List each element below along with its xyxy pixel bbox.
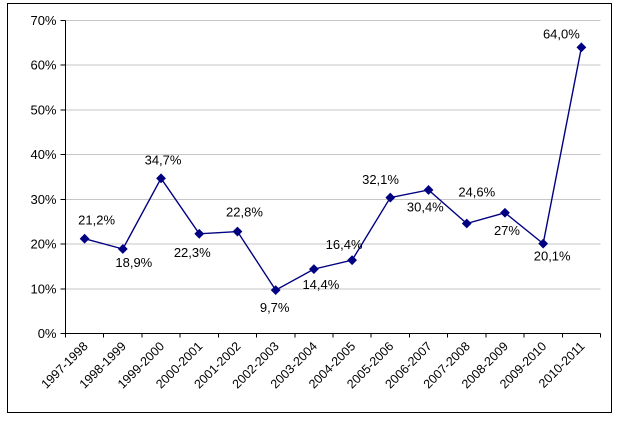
y-axis-tick-label: 50% xyxy=(30,102,56,117)
data-series-line xyxy=(84,47,583,292)
data-point-label: 34,7% xyxy=(145,152,182,167)
data-point-marker xyxy=(156,173,166,184)
y-axis-tick-label: 40% xyxy=(30,147,56,162)
data-point-marker xyxy=(538,238,549,249)
data-point-label: 18,9% xyxy=(115,255,152,270)
data-point-marker xyxy=(500,207,510,218)
data-point-label: 64,0% xyxy=(543,26,580,41)
y-axis-tick-label: 10% xyxy=(30,281,56,296)
data-point-label: 32,1% xyxy=(362,172,399,187)
y-axis-tick-label: 30% xyxy=(30,192,56,207)
y-axis-tick-label: 20% xyxy=(30,237,56,252)
data-point-marker xyxy=(461,218,472,229)
data-point-label: 22,8% xyxy=(226,205,263,220)
data-point-marker xyxy=(79,233,90,244)
y-axis-tick-label: 0% xyxy=(38,326,57,341)
data-point-marker xyxy=(576,42,587,53)
data-point-marker xyxy=(308,264,319,275)
chart-border xyxy=(7,3,612,413)
data-point-marker xyxy=(270,285,281,296)
data-point-label: 14,4% xyxy=(302,277,339,292)
data-point-marker xyxy=(423,185,434,195)
data-point-label: 27% xyxy=(494,223,520,238)
data-point-label: 20,1% xyxy=(534,249,571,264)
data-point-label: 16,4% xyxy=(326,237,363,252)
data-point-label: 30,4% xyxy=(407,200,444,215)
data-point-marker xyxy=(194,228,205,239)
data-point-marker xyxy=(117,244,128,254)
data-point-marker xyxy=(385,192,396,203)
data-point-label: 24,6% xyxy=(458,185,495,200)
data-point-label: 9,7% xyxy=(260,300,290,315)
data-point-label: 22,3% xyxy=(174,245,211,260)
data-point-label: 21,2% xyxy=(78,213,115,228)
data-point-marker xyxy=(347,255,358,266)
data-point-marker xyxy=(232,226,243,237)
y-axis-tick-label: 70% xyxy=(30,13,56,28)
y-axis-tick-label: 60% xyxy=(30,58,56,73)
